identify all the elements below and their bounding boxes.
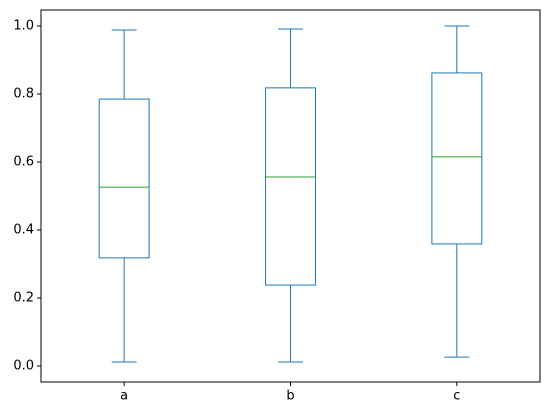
x-tick-label: b: [286, 389, 294, 404]
x-tick-label: a: [120, 389, 128, 404]
x-tick-label: c: [453, 389, 460, 404]
box: [98, 98, 150, 259]
y-tick-label: 0.2: [13, 291, 34, 306]
y-tick-label: 0.4: [13, 223, 34, 238]
y-tick-label: 0.8: [13, 86, 34, 101]
y-tick-label: 0.0: [13, 359, 34, 374]
box: [265, 87, 316, 286]
y-tick-label: 0.6: [13, 154, 34, 169]
box: [431, 72, 483, 245]
y-tick-label: 1.0: [13, 18, 34, 33]
